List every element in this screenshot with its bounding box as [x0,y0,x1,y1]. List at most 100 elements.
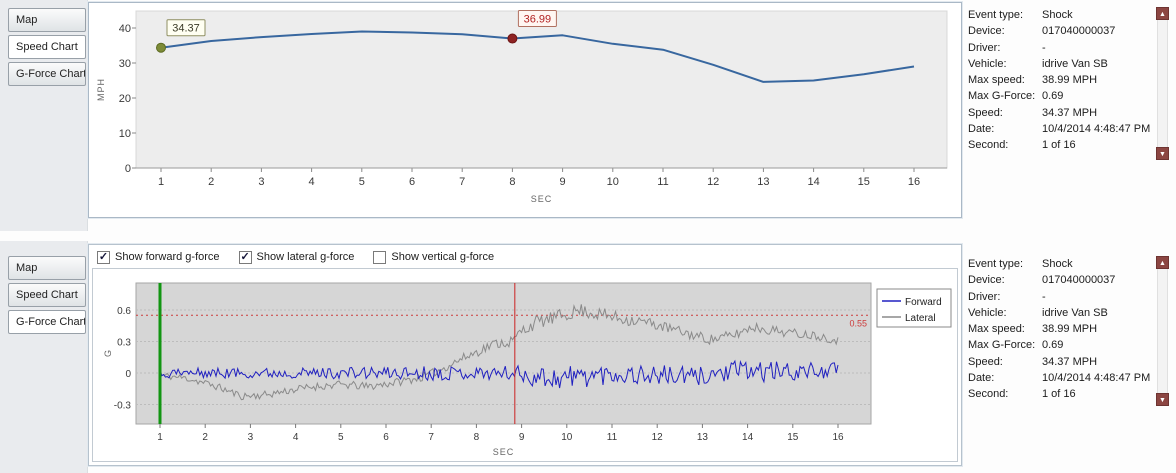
scroll-up-icon[interactable]: ▲ [1156,7,1169,20]
x-tick-label: 3 [248,432,254,443]
info-value: idrive Van SB [1042,57,1108,70]
y-tick-label: 20 [119,93,131,105]
x-tick-label: 16 [832,432,844,443]
event-info-panel: Event type: Shock Device: 017040000037 Drive… [968,256,1156,403]
info-row: Second: 1 of 16 [968,386,1156,402]
tab-gforce-chart[interactable]: G-Force Chart [8,310,86,334]
info-value: idrive Van SB [1042,306,1108,319]
x-tick-label: 12 [707,176,719,188]
y-tick-label: 0 [125,369,131,380]
speed-plot-area [135,10,948,169]
checkbox-vertical-gforce[interactable]: Show vertical g-force [373,250,495,264]
info-value: 34.37 MPH [1042,106,1098,119]
scrollbar-track[interactable] [1157,256,1168,406]
x-tick-label: 14 [807,176,819,188]
info-row: Date: 10/4/2014 4:48:47 PM [968,370,1156,386]
checkbox-lateral-gforce[interactable]: ✓ Show lateral g-force [238,250,354,264]
marker-label-box [166,19,206,37]
x-tick-label: 9 [519,432,525,443]
info-row: Device: 017040000037 [968,23,1156,39]
info-label: Second: [968,388,1009,401]
info-label: Vehicle: [968,57,1007,70]
y-tick-label: 0.3 [117,338,131,349]
lateral-gforce-line [159,304,839,401]
speed-line [160,30,915,83]
x-tick-label: 13 [697,432,709,443]
info-label: Date: [968,123,995,136]
info-label: Max speed: [968,323,1025,336]
info-row: Speed: 34.37 MPH [968,354,1156,370]
info-label: Speed: [968,106,1003,119]
info-scrollbar[interactable]: ▲ ▼ [1156,7,1169,160]
vertical-gforce-label: Show vertical g-force [391,251,495,263]
x-tick-label: 3 [258,176,264,188]
info-value: 0.69 [1042,339,1064,352]
info-row: Driver: - [968,40,1156,56]
x-tick-label: 4 [293,432,299,443]
speed-chart-panel: 0 10 20 30 40 1 2 3 4 5 6 7 8 9 10 11 12 13 14 15 16 SEC MPH 34… [88,2,962,218]
x-tick-label: 5 [359,176,365,188]
forward-gforce-line [159,359,839,389]
info-label: Device: [968,25,1005,38]
x-tick-label: 11 [657,176,668,188]
info-label: Event type: [968,258,1024,270]
checkbox-forward-gforce[interactable]: ✓ Show forward g-force [97,250,220,264]
info-label: Driver: [968,290,1001,303]
forward-gforce-label: Show forward g-force [115,251,220,263]
gforce-chart[interactable]: -0.300.30.61 2 3 4 5 6 7 8 9 10 11 12 13 14 15 16SECG0.… [93,269,957,461]
info-value: 10/4/2014 4:48:47 PM [1042,123,1151,136]
y-tick-label: 0 [125,163,131,175]
info-value: 34.37 MPH [1042,355,1098,368]
scroll-down-icon[interactable]: ▼ [1156,393,1169,406]
x-tick-label: 14 [742,432,754,443]
info-row: Event type: Shock [968,7,1156,23]
info-value: Shock [1042,9,1073,21]
x-axis-label: SEC [493,447,515,457]
y-axis-label: G [103,350,113,357]
y-axis-label: MPH [96,78,106,101]
info-label: Vehicle: [968,306,1007,319]
lateral-gforce-checkbox[interactable]: ✓ [238,250,252,264]
tab-map[interactable]: Map [8,8,86,32]
info-row: Driver: - [968,289,1156,305]
info-row: Max speed: 38.99 MPH [968,321,1156,337]
gforce-checkbox-row: ✓ Show forward g-force ✓ Show lateral g-… [97,249,494,265]
info-row: Device: 017040000037 [968,272,1156,288]
marker-label-box [517,10,557,28]
y-tick-label: 0.6 [117,306,131,317]
vertical-gforce-checkbox[interactable] [373,250,387,264]
info-label: Driver: [968,41,1001,54]
forward-gforce-checkbox[interactable]: ✓ [97,250,110,264]
y-tick-label: 30 [119,58,131,70]
info-row: Max G-Force: 0.69 [968,88,1156,104]
x-tick-label: 4 [309,176,315,188]
info-label: Max G-Force: [968,90,1036,103]
x-tick-label: 1 [158,176,164,188]
info-label: Max G-Force: [968,339,1036,352]
tab-gforce-chart[interactable]: G-Force Chart [8,62,86,86]
info-value: 38.99 MPH [1042,74,1098,87]
x-tick-label: 8 [474,432,480,443]
info-label: Second: [968,139,1009,152]
tab-map[interactable]: Map [8,256,86,280]
tab-speed-chart[interactable]: Speed Chart [8,283,86,307]
scroll-down-icon[interactable]: ▼ [1156,147,1169,160]
info-label: Event type: [968,9,1024,21]
scroll-up-icon[interactable]: ▲ [1156,256,1169,269]
threshold-label: 0.55 [849,318,867,328]
info-scrollbar[interactable]: ▲ ▼ [1156,256,1169,406]
info-row: Vehicle: idrive Van SB [968,305,1156,321]
x-tick-label: 2 [202,432,208,443]
x-tick-label: 6 [383,432,389,443]
speed-marker [156,42,166,53]
info-value: Shock [1042,258,1073,270]
x-tick-label: 15 [787,432,799,443]
info-row: Max speed: 38.99 MPH [968,72,1156,88]
scrollbar-track[interactable] [1157,7,1168,160]
x-tick-label: 6 [409,176,415,188]
info-value: - [1042,41,1046,54]
info-value: 10/4/2014 4:48:47 PM [1042,372,1151,385]
info-value: 017040000037 [1042,274,1116,287]
tab-speed-chart[interactable]: Speed Chart [8,35,86,59]
